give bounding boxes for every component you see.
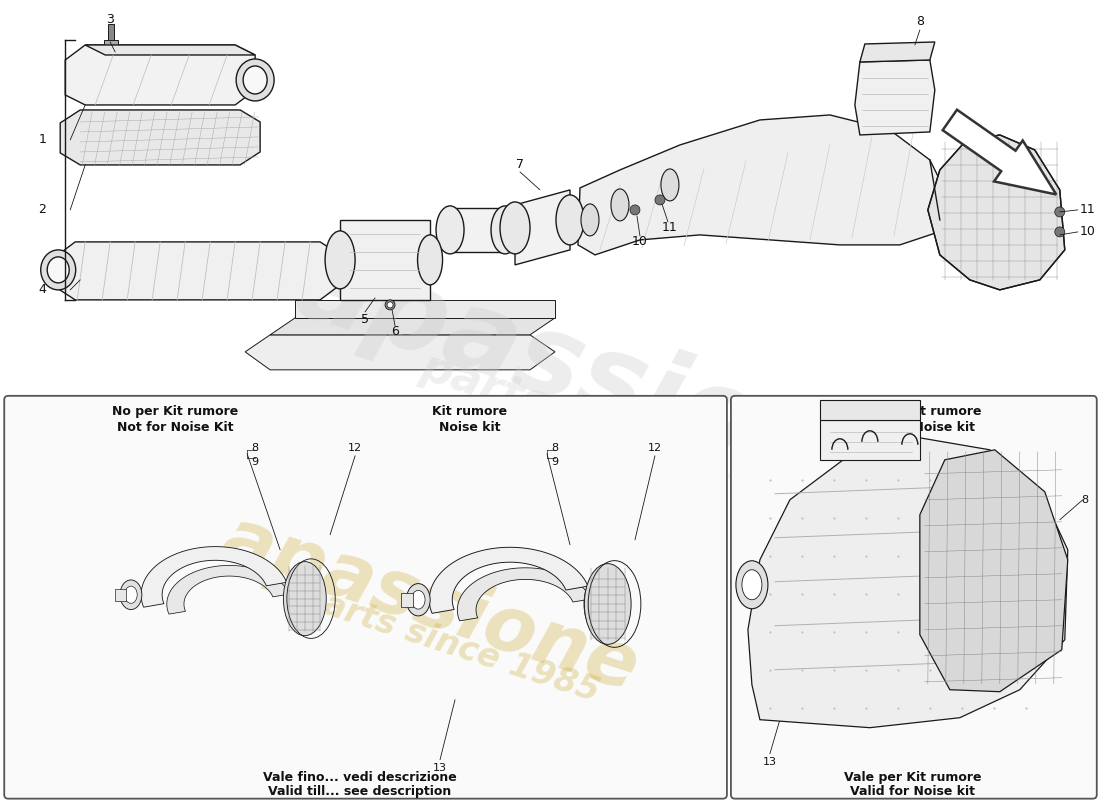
Ellipse shape xyxy=(284,562,327,636)
Text: 6: 6 xyxy=(392,326,399,338)
Text: 2: 2 xyxy=(39,203,46,217)
Polygon shape xyxy=(271,318,556,335)
Circle shape xyxy=(654,195,666,205)
Bar xyxy=(450,208,505,252)
Bar xyxy=(108,24,114,42)
Ellipse shape xyxy=(124,586,138,603)
Ellipse shape xyxy=(326,231,355,289)
Text: No per Kit rumore: No per Kit rumore xyxy=(112,406,239,418)
Text: 9: 9 xyxy=(252,457,258,467)
Text: 12: 12 xyxy=(348,443,362,453)
Text: Vale fino... vedi descrizione: Vale fino... vedi descrizione xyxy=(263,771,456,784)
Ellipse shape xyxy=(500,202,530,254)
Circle shape xyxy=(1055,227,1065,237)
Ellipse shape xyxy=(243,66,267,94)
Bar xyxy=(820,420,920,460)
Text: 10: 10 xyxy=(1080,226,1096,238)
Text: 5: 5 xyxy=(361,314,370,326)
Text: apassione: apassione xyxy=(284,231,916,528)
Polygon shape xyxy=(515,190,570,265)
Ellipse shape xyxy=(736,561,768,609)
Polygon shape xyxy=(295,300,556,318)
Text: Valid for Noise kit: Valid for Noise kit xyxy=(850,785,976,798)
Bar xyxy=(402,593,414,606)
Text: 11: 11 xyxy=(1080,203,1096,217)
Polygon shape xyxy=(429,547,588,614)
Polygon shape xyxy=(860,42,935,62)
Text: 13: 13 xyxy=(433,762,447,773)
Ellipse shape xyxy=(581,204,600,236)
Text: 8: 8 xyxy=(916,15,924,29)
Ellipse shape xyxy=(610,189,629,221)
Ellipse shape xyxy=(418,235,442,285)
Polygon shape xyxy=(578,115,949,255)
Text: 13: 13 xyxy=(763,757,777,766)
Text: 8: 8 xyxy=(252,443,258,453)
Text: 4: 4 xyxy=(39,283,46,296)
Text: Vale per Kit rumore: Vale per Kit rumore xyxy=(844,406,981,418)
Text: 7: 7 xyxy=(516,158,524,171)
Ellipse shape xyxy=(436,206,464,254)
Polygon shape xyxy=(141,546,287,607)
Ellipse shape xyxy=(741,570,762,600)
Polygon shape xyxy=(55,242,340,300)
Text: Not for Noise Kit: Not for Noise Kit xyxy=(117,422,233,434)
Polygon shape xyxy=(167,566,289,614)
Polygon shape xyxy=(943,110,1056,194)
Polygon shape xyxy=(748,438,1068,728)
Bar xyxy=(340,220,430,300)
Ellipse shape xyxy=(584,574,618,634)
Polygon shape xyxy=(927,135,1065,290)
Polygon shape xyxy=(65,45,255,105)
Polygon shape xyxy=(60,110,260,165)
Text: Kit rumore: Kit rumore xyxy=(432,406,507,418)
Polygon shape xyxy=(855,60,935,135)
Polygon shape xyxy=(458,568,591,621)
FancyBboxPatch shape xyxy=(730,396,1097,798)
Text: 9: 9 xyxy=(551,457,559,467)
Text: Valid for Noise kit: Valid for Noise kit xyxy=(850,422,976,434)
Text: parts since 1985: parts since 1985 xyxy=(296,581,604,709)
Circle shape xyxy=(630,205,640,215)
Text: 8: 8 xyxy=(1081,494,1088,505)
Ellipse shape xyxy=(41,250,76,290)
Ellipse shape xyxy=(661,169,679,201)
Polygon shape xyxy=(920,450,1068,692)
Ellipse shape xyxy=(236,59,274,101)
Text: 1: 1 xyxy=(39,134,46,146)
Text: Vale per Kit rumore: Vale per Kit rumore xyxy=(844,771,981,784)
Text: 10: 10 xyxy=(632,235,648,248)
Text: Valid till... see description: Valid till... see description xyxy=(268,785,452,798)
Text: apassione: apassione xyxy=(212,502,648,707)
Bar xyxy=(104,40,118,46)
Text: 3: 3 xyxy=(107,14,114,26)
Text: Noise kit: Noise kit xyxy=(439,422,500,434)
Bar xyxy=(116,589,127,601)
Ellipse shape xyxy=(556,195,584,245)
Ellipse shape xyxy=(584,564,631,644)
Circle shape xyxy=(385,300,395,310)
Bar xyxy=(820,400,920,420)
Ellipse shape xyxy=(491,206,519,254)
Circle shape xyxy=(1055,207,1065,217)
Polygon shape xyxy=(85,45,255,55)
Circle shape xyxy=(387,302,393,308)
Polygon shape xyxy=(245,335,556,370)
Text: parts since 1985: parts since 1985 xyxy=(416,345,825,514)
Ellipse shape xyxy=(411,590,425,609)
Ellipse shape xyxy=(406,584,430,616)
Text: 8: 8 xyxy=(551,443,559,453)
Text: 11: 11 xyxy=(662,222,678,234)
Ellipse shape xyxy=(47,257,69,283)
Text: 12: 12 xyxy=(648,443,662,453)
FancyBboxPatch shape xyxy=(4,396,727,798)
Ellipse shape xyxy=(120,580,142,610)
